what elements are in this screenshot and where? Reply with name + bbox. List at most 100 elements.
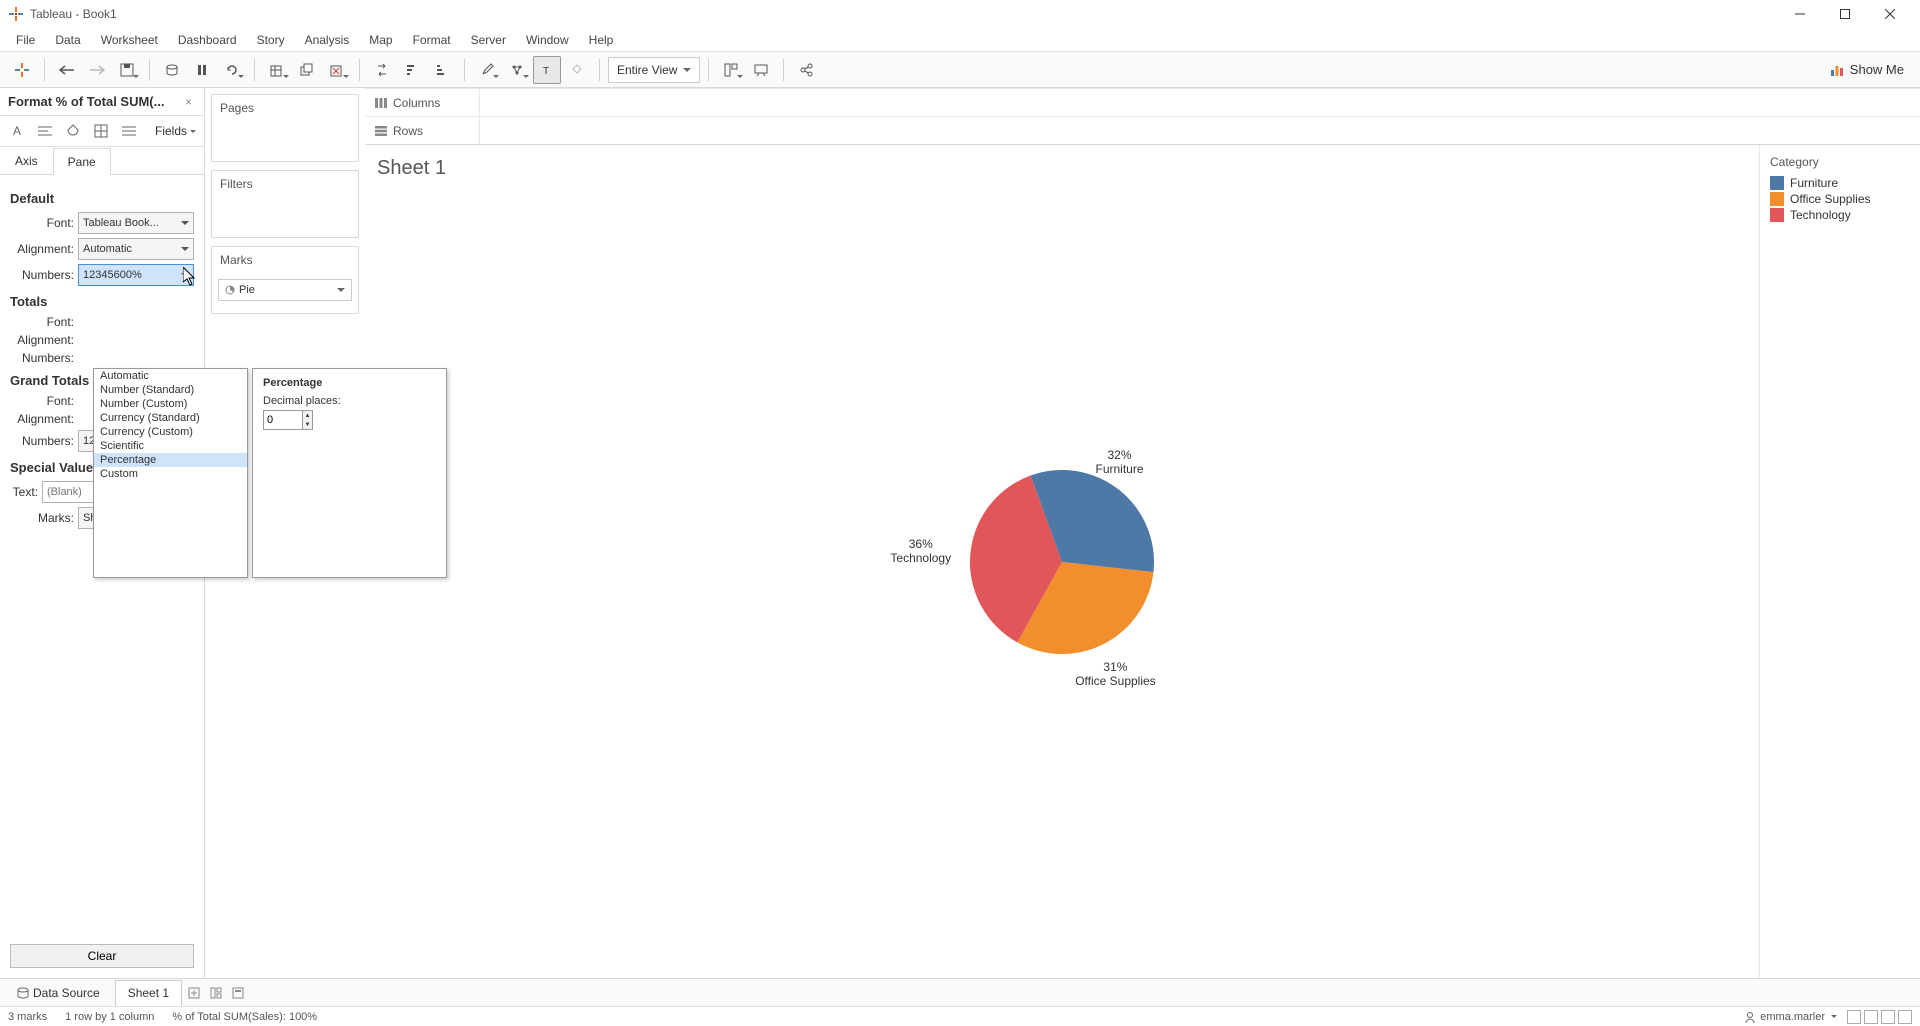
totals-button[interactable] — [563, 56, 591, 84]
format-lines-icon[interactable] — [120, 122, 138, 140]
marks-card: Marks Pie — [211, 246, 359, 314]
save-button[interactable] — [113, 56, 141, 84]
legend-item[interactable]: Office Supplies — [1770, 191, 1910, 207]
pause-auto-updates-button[interactable] — [188, 56, 216, 84]
format-borders-icon[interactable] — [92, 122, 110, 140]
show-me-icon — [1830, 63, 1844, 77]
menu-story[interactable]: Story — [247, 30, 295, 50]
format-alignment-icon[interactable] — [36, 122, 54, 140]
spinner-up[interactable]: ▲ — [303, 411, 312, 420]
format-panel-title: Format % of Total SUM(... — [8, 94, 181, 109]
number-format-option[interactable]: Custom — [94, 467, 247, 481]
number-format-option[interactable]: Number (Standard) — [94, 383, 247, 397]
legend-label: Technology — [1790, 208, 1851, 222]
view-icon-1[interactable] — [1847, 1010, 1861, 1024]
highlight-button[interactable] — [473, 56, 501, 84]
clear-format-button[interactable]: Clear — [10, 944, 194, 968]
menu-format[interactable]: Format — [403, 30, 461, 50]
menu-window[interactable]: Window — [516, 30, 579, 50]
alignment-label: Alignment: — [10, 242, 78, 256]
show-hide-cards-button[interactable] — [717, 56, 745, 84]
toolbar: T Entire View Show Me — [0, 52, 1920, 88]
sort-asc-button[interactable] — [398, 56, 426, 84]
minimize-button[interactable] — [1777, 0, 1822, 28]
legend-item[interactable]: Furniture — [1770, 175, 1910, 191]
format-panel-close[interactable]: × — [181, 95, 196, 109]
sheet1-tab[interactable]: Sheet 1 — [115, 980, 182, 1006]
menu-data[interactable]: Data — [45, 30, 90, 50]
maximize-button[interactable] — [1822, 0, 1867, 28]
special-text-label: Text: — [10, 485, 42, 499]
marks-card-header: Marks — [212, 247, 358, 273]
viz-area[interactable]: Sheet 1 32%Furniture31%Office Supplies36… — [365, 145, 1760, 978]
menu-help[interactable]: Help — [579, 30, 624, 50]
group-button[interactable] — [503, 56, 531, 84]
redo-button[interactable] — [83, 56, 111, 84]
view-icon-2[interactable] — [1864, 1010, 1878, 1024]
new-worksheet-tab[interactable] — [184, 983, 204, 1003]
legend-swatch — [1770, 192, 1784, 206]
number-format-option[interactable]: Percentage — [94, 453, 247, 467]
decimal-places-spinner[interactable]: ▲ ▼ — [263, 410, 313, 430]
default-numbers-select[interactable]: 12345600% — [78, 264, 194, 286]
menu-map[interactable]: Map — [359, 30, 402, 50]
new-data-button[interactable] — [158, 56, 186, 84]
view-icon-3[interactable] — [1881, 1010, 1895, 1024]
data-source-tab[interactable]: Data Source — [4, 980, 113, 1006]
swap-button[interactable] — [368, 56, 396, 84]
filters-card-body[interactable] — [212, 197, 358, 237]
new-dashboard-tab[interactable] — [206, 983, 226, 1003]
default-font-select[interactable]: Tableau Book... — [78, 212, 194, 234]
clear-sheet-button[interactable] — [323, 56, 351, 84]
number-format-option[interactable]: Currency (Standard) — [94, 411, 247, 425]
pie-label: 32%Furniture — [1096, 448, 1144, 476]
filters-card: Filters — [211, 170, 359, 238]
legend-item[interactable]: Technology — [1770, 207, 1910, 223]
gt-numbers-label: Numbers: — [10, 434, 78, 448]
tableau-icon[interactable] — [8, 56, 36, 84]
number-format-option[interactable]: Currency (Custom) — [94, 425, 247, 439]
show-me-button[interactable]: Show Me — [1822, 58, 1912, 81]
format-font-icon[interactable]: A — [8, 122, 26, 140]
share-button[interactable] — [792, 56, 820, 84]
axis-tab[interactable]: Axis — [0, 147, 53, 174]
canvas: Columns Rows Sheet 1 32%Furniture31%Offi… — [365, 88, 1920, 978]
pages-card-body[interactable] — [212, 121, 358, 161]
menu-dashboard[interactable]: Dashboard — [168, 30, 247, 50]
number-format-option[interactable]: Scientific — [94, 439, 247, 453]
menu-file[interactable]: File — [6, 30, 45, 50]
pane-tab[interactable]: Pane — [53, 148, 111, 175]
fit-dropdown[interactable]: Entire View — [608, 57, 700, 83]
menu-worksheet[interactable]: Worksheet — [91, 30, 168, 50]
pie-icon — [225, 285, 235, 295]
decimal-places-input[interactable] — [264, 411, 302, 429]
undo-button[interactable] — [53, 56, 81, 84]
view-icon-4[interactable] — [1898, 1010, 1912, 1024]
svg-text:T: T — [543, 66, 549, 77]
spinner-down[interactable]: ▼ — [303, 420, 312, 429]
presentation-mode-button[interactable] — [747, 56, 775, 84]
rows-shelf[interactable]: Rows — [365, 116, 1920, 144]
pages-card-header: Pages — [212, 95, 358, 121]
refresh-button[interactable] — [218, 56, 246, 84]
format-shading-icon[interactable] — [64, 122, 82, 140]
gt-font-label: Font: — [10, 394, 78, 408]
close-button[interactable] — [1867, 0, 1912, 28]
sheet-title[interactable]: Sheet 1 — [377, 157, 446, 180]
status-user[interactable]: emma.marler — [1744, 1011, 1837, 1023]
default-alignment-select[interactable]: Automatic — [78, 238, 194, 260]
columns-shelf[interactable]: Columns — [365, 88, 1920, 116]
format-fields-dropdown[interactable]: Fields — [155, 124, 196, 138]
show-mark-labels-button[interactable]: T — [533, 56, 561, 84]
menu-analysis[interactable]: Analysis — [295, 30, 360, 50]
number-format-option[interactable]: Number (Custom) — [94, 397, 247, 411]
duplicate-button[interactable] — [293, 56, 321, 84]
tableau-logo-icon — [8, 6, 24, 22]
new-story-tab[interactable] — [228, 983, 248, 1003]
pie-chart[interactable]: 32%Furniture31%Office Supplies36%Technol… — [880, 380, 1244, 744]
sort-desc-button[interactable] — [428, 56, 456, 84]
number-format-option[interactable]: Automatic — [94, 369, 247, 383]
menu-server[interactable]: Server — [461, 30, 516, 50]
marks-type-dropdown[interactable]: Pie — [218, 279, 352, 301]
new-worksheet-button[interactable] — [263, 56, 291, 84]
